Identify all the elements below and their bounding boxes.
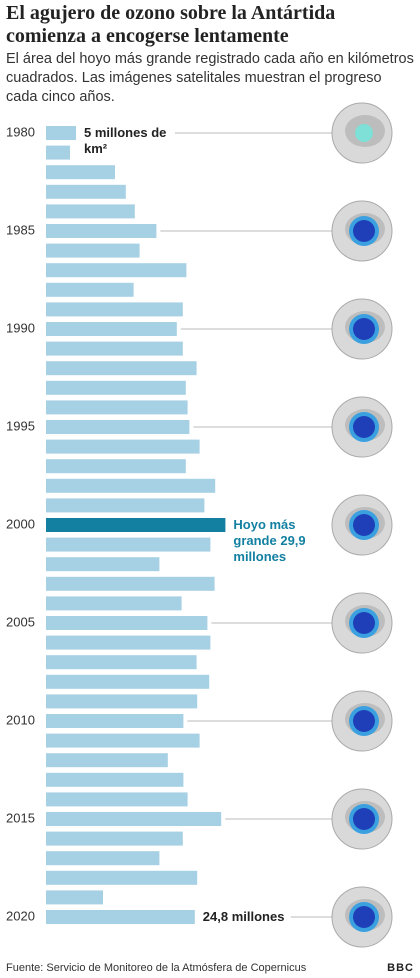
y-tick-label: 1985 xyxy=(6,222,35,237)
bar xyxy=(46,165,115,180)
ozone-hole xyxy=(353,808,375,830)
ozone-hole xyxy=(353,710,375,732)
bar xyxy=(46,557,160,572)
bar xyxy=(46,126,76,140)
bar xyxy=(46,753,168,768)
bar xyxy=(46,733,200,748)
bar xyxy=(46,812,222,826)
bar xyxy=(46,145,70,160)
bar xyxy=(46,439,200,454)
ozone-hole xyxy=(353,318,375,340)
bar xyxy=(46,518,226,532)
ozone-hole xyxy=(355,124,373,142)
y-tick-label: 1995 xyxy=(6,418,35,433)
bar xyxy=(46,361,197,376)
bar xyxy=(46,400,188,415)
bar xyxy=(46,831,183,846)
bar xyxy=(46,302,183,317)
bar xyxy=(46,537,211,552)
value-label: 24,8 millones xyxy=(202,909,285,924)
logo: BBC xyxy=(387,962,414,974)
ozone-hole xyxy=(353,612,375,634)
y-tick-label: 2000 xyxy=(6,516,35,531)
bar xyxy=(46,674,210,689)
bar xyxy=(46,243,140,258)
bar xyxy=(46,655,197,670)
ozone-hole xyxy=(353,220,375,242)
bar xyxy=(46,204,135,219)
bar xyxy=(46,263,187,278)
bar xyxy=(46,184,126,199)
bar xyxy=(46,694,198,709)
bar xyxy=(46,224,157,238)
bar xyxy=(46,459,186,474)
bar xyxy=(46,322,177,336)
bar xyxy=(46,596,182,611)
subtitle: El área del hoyo más grande registrado c… xyxy=(6,51,414,105)
bar xyxy=(46,851,160,866)
bar xyxy=(46,498,205,513)
bar xyxy=(46,478,216,493)
bar xyxy=(46,341,183,356)
ozone-hole xyxy=(353,906,375,928)
ozone-hole xyxy=(353,416,375,438)
bar xyxy=(46,714,184,728)
ozone-hole xyxy=(353,514,375,536)
y-tick-label: 2015 xyxy=(6,810,35,825)
bar xyxy=(46,910,195,924)
bar xyxy=(46,890,103,905)
y-tick-label: 2010 xyxy=(6,712,35,727)
bar xyxy=(46,282,134,297)
source: Fuente: Servicio de Monitoreo de la Atmó… xyxy=(6,962,307,974)
bar xyxy=(46,420,190,434)
value-label: 5 millones de km² xyxy=(84,125,167,156)
y-tick-label: 2020 xyxy=(6,908,35,923)
y-tick-label: 2005 xyxy=(6,614,35,629)
y-tick-label: 1980 xyxy=(6,124,35,139)
bar xyxy=(46,380,186,395)
value-label: Hoyo más grande 29,9 millones xyxy=(233,517,306,564)
bar xyxy=(46,635,211,650)
y-tick-label: 1990 xyxy=(6,320,35,335)
bar xyxy=(46,772,184,787)
bar xyxy=(46,616,208,630)
title: El agujero de ozono sobre la Antártida c… xyxy=(6,2,336,47)
bar xyxy=(46,870,198,885)
bar xyxy=(46,792,188,807)
bar xyxy=(46,576,215,591)
